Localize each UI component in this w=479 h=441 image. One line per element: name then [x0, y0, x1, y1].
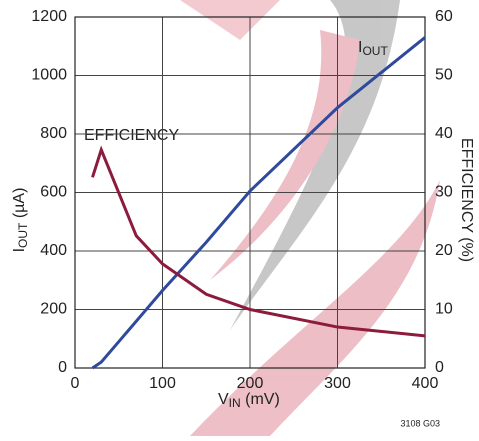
y-tick-label: 1000	[31, 67, 67, 84]
y-axis-label: IOUT (µA)	[11, 188, 30, 253]
x-tick-label: 200	[237, 375, 264, 392]
iout-main: I	[358, 39, 362, 56]
series-line	[91, 145, 426, 338]
x-label-sub: IN	[229, 396, 241, 410]
y2-tick-label: 30	[435, 184, 453, 201]
y-tick-label: 400	[40, 242, 67, 259]
y2-tick-label: 10	[435, 301, 453, 318]
y2-axis-label: EFFICIENCY (%)	[458, 138, 475, 262]
y2-tick-label: 40	[435, 125, 453, 142]
y-label-main: I	[11, 248, 28, 252]
watermark	[180, 0, 440, 436]
y-label-rest: (µA)	[11, 188, 28, 223]
x-label-main: V	[218, 391, 229, 408]
y-tick-label: 600	[40, 184, 67, 201]
x-tick-label: 0	[71, 375, 80, 392]
y-tick-label: 1200	[31, 8, 67, 25]
plot-frame	[74, 16, 426, 369]
series-line	[91, 36, 426, 370]
annotation-iout: IOUT	[358, 39, 388, 58]
iout-sub: OUT	[362, 44, 388, 58]
y-label-sub: OUT	[16, 222, 30, 248]
y-tick-label: 0	[58, 359, 67, 376]
y2-tick-label: 50	[435, 67, 453, 84]
footnote: 3108 G03	[400, 418, 440, 428]
y-tick-label: 200	[40, 301, 67, 318]
annotation-efficiency: EFFICIENCY	[84, 127, 179, 144]
y2-tick-label: 20	[435, 242, 453, 259]
x-tick-label: 100	[149, 375, 176, 392]
y2-tick-label: 0	[435, 359, 444, 376]
x-label-rest: (mV)	[241, 391, 280, 408]
x-axis-label: VIN (mV)	[218, 391, 280, 410]
x-tick-label: 400	[412, 375, 439, 392]
y2-tick-label: 60	[435, 8, 453, 25]
x-tick-label: 300	[324, 375, 351, 392]
y-tick-label: 800	[40, 125, 67, 142]
